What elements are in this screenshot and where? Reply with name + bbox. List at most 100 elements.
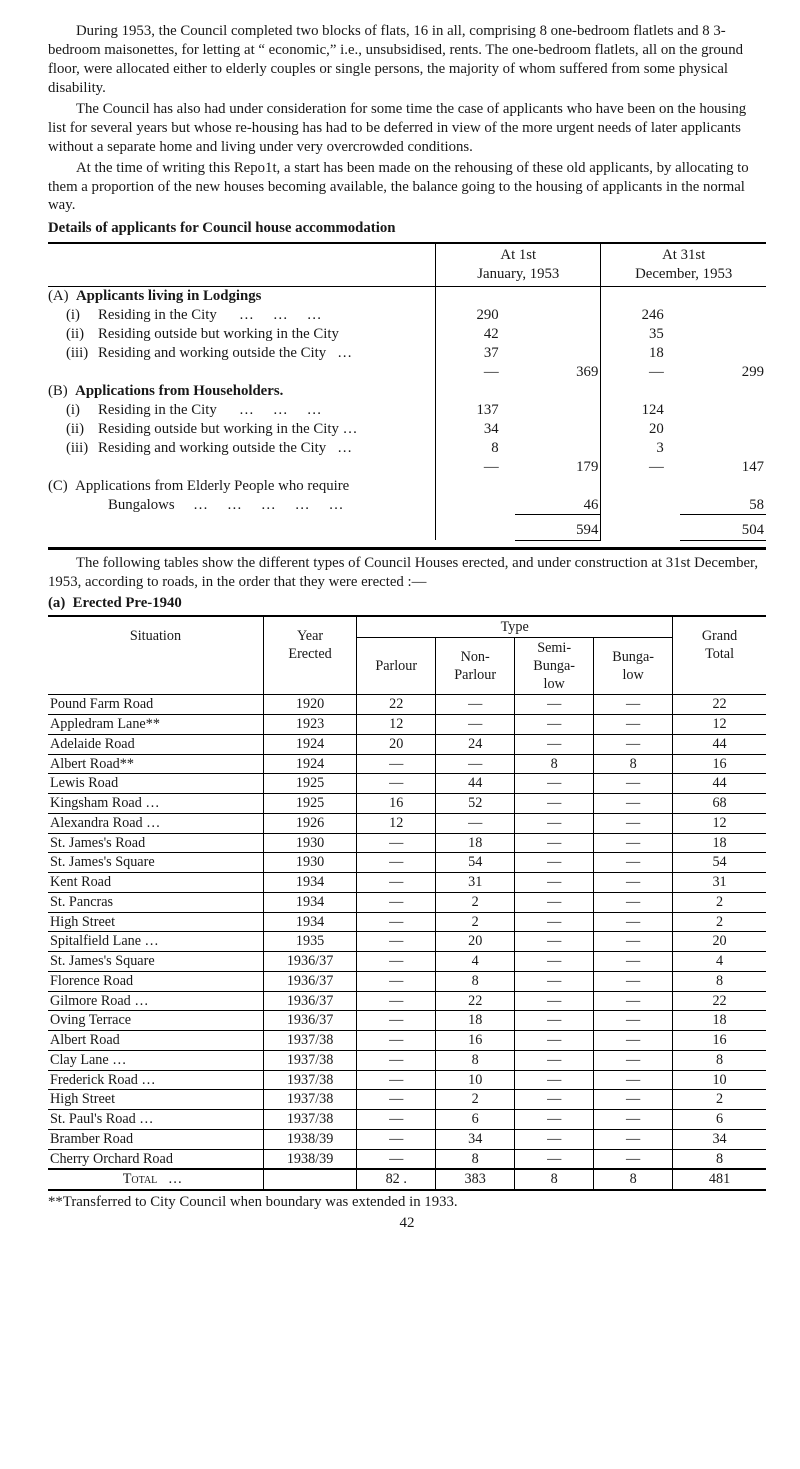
table-cell: — bbox=[594, 971, 673, 991]
t1-A-title: Applicants living in Lodgings bbox=[76, 288, 261, 304]
table-cell: — bbox=[357, 892, 436, 912]
table-cell: 8 bbox=[594, 754, 673, 774]
applicants-table: At 1st January, 1953 At 31st December, 1… bbox=[48, 242, 766, 541]
t1-head-right-1: At 31st bbox=[662, 247, 705, 263]
table-cell: — bbox=[515, 1129, 594, 1149]
table-cell: 1936/37 bbox=[263, 991, 356, 1011]
t1-total-v4: 504 bbox=[680, 521, 766, 540]
table-cell: 2 bbox=[436, 912, 515, 932]
ellipsis: … bbox=[343, 421, 360, 437]
table-cell: Kingsham Road … bbox=[48, 794, 263, 814]
t2-h-grand1: Grand bbox=[702, 628, 737, 644]
t1-C-v2: 46 bbox=[515, 496, 601, 515]
table-cell: — bbox=[515, 695, 594, 715]
table-cell: 1924 bbox=[263, 754, 356, 774]
table-cell: 1936/37 bbox=[263, 971, 356, 991]
table-cell: 54 bbox=[673, 853, 766, 873]
table-cell: — bbox=[436, 715, 515, 735]
footnote: **Transferred to City Council when bound… bbox=[48, 1193, 766, 1212]
table-cell: — bbox=[515, 971, 594, 991]
table-cell: 4 bbox=[436, 952, 515, 972]
table-cell: 44 bbox=[673, 734, 766, 754]
t1-B-iii-v1: 8 bbox=[436, 439, 515, 458]
intro-para-2: The Council has also had under considera… bbox=[48, 100, 766, 157]
table-cell: — bbox=[594, 833, 673, 853]
table-cell: — bbox=[594, 695, 673, 715]
t1-A-ii-text: Residing outside but working in the City bbox=[98, 326, 339, 342]
t2-h-np1: Non- bbox=[461, 649, 490, 665]
table-cell: — bbox=[594, 991, 673, 1011]
t2-total-sb: 8 bbox=[515, 1169, 594, 1190]
table-cell: 18 bbox=[436, 1011, 515, 1031]
table-cell: — bbox=[515, 892, 594, 912]
table-cell: — bbox=[594, 1149, 673, 1169]
table-cell: 16 bbox=[673, 1031, 766, 1051]
t1-B-iii-v3: 3 bbox=[601, 439, 680, 458]
table-cell: — bbox=[357, 932, 436, 952]
table-cell: — bbox=[515, 1110, 594, 1130]
dash: — bbox=[601, 363, 680, 382]
t2-h-np2: Parlour bbox=[454, 667, 496, 683]
table-cell: 8 bbox=[673, 971, 766, 991]
table-cell: 1937/38 bbox=[263, 1031, 356, 1051]
erected-table: Situation Year Erected Type Grand Total … bbox=[48, 615, 766, 1191]
t1-A-iii-v1: 37 bbox=[436, 344, 515, 363]
table-cell: 1934 bbox=[263, 873, 356, 893]
table-cell: Alexandra Road … bbox=[48, 813, 263, 833]
table-cell: — bbox=[357, 1011, 436, 1031]
t2-total-label: Total bbox=[123, 1171, 158, 1187]
t2-h-sb3: low bbox=[544, 676, 565, 692]
table-cell: 1936/37 bbox=[263, 952, 356, 972]
table-cell: — bbox=[357, 853, 436, 873]
ellipsis: … bbox=[337, 440, 354, 456]
table-cell: 12 bbox=[357, 715, 436, 735]
table-cell: — bbox=[357, 1110, 436, 1130]
t1-B-i-v3: 124 bbox=[601, 401, 680, 420]
table-cell: 12 bbox=[357, 813, 436, 833]
table-cell: — bbox=[515, 833, 594, 853]
table-cell: — bbox=[594, 912, 673, 932]
details-heading: Details of applicants for Council house … bbox=[48, 219, 766, 238]
table-cell: — bbox=[357, 873, 436, 893]
t2-h-sb2: Bunga- bbox=[533, 658, 575, 674]
table-cell: — bbox=[357, 1070, 436, 1090]
table-cell: 34 bbox=[673, 1129, 766, 1149]
t1-head-left-1: At 1st bbox=[500, 247, 536, 263]
t1-B-ii-label: (ii) bbox=[66, 420, 98, 439]
table-cell: — bbox=[357, 833, 436, 853]
table-cell: — bbox=[515, 1090, 594, 1110]
table-cell: 22 bbox=[436, 991, 515, 1011]
t1-C-title: Applications from Elderly People who req… bbox=[75, 478, 349, 494]
t2-h-type: Type bbox=[357, 616, 673, 638]
t2-total-b: 8 bbox=[594, 1169, 673, 1190]
table-cell: 4 bbox=[673, 952, 766, 972]
table-cell: — bbox=[594, 1011, 673, 1031]
table-cell: — bbox=[594, 952, 673, 972]
t1-C-letter: (C) bbox=[48, 478, 68, 494]
ellipsis: … … … bbox=[239, 402, 324, 418]
table-cell: 2 bbox=[673, 892, 766, 912]
t1-C-v4: 58 bbox=[680, 496, 766, 515]
table-cell: 1926 bbox=[263, 813, 356, 833]
table-cell: St. James's Square bbox=[48, 952, 263, 972]
table-cell: — bbox=[357, 1149, 436, 1169]
table-cell: 1934 bbox=[263, 912, 356, 932]
table-cell: 52 bbox=[436, 794, 515, 814]
table-cell: 20 bbox=[436, 932, 515, 952]
t1-B-letter: (B) bbox=[48, 383, 68, 399]
t1-B-sub-v4: 147 bbox=[680, 458, 766, 477]
ellipsis: … … … bbox=[239, 307, 324, 323]
table-cell: 16 bbox=[357, 794, 436, 814]
dash: — bbox=[436, 458, 515, 477]
table-cell: — bbox=[594, 932, 673, 952]
table-cell: — bbox=[357, 991, 436, 1011]
table-cell: 12 bbox=[673, 813, 766, 833]
table-cell: — bbox=[357, 1050, 436, 1070]
ellipsis: … bbox=[337, 345, 354, 361]
table-cell: 16 bbox=[673, 754, 766, 774]
table-cell: 1925 bbox=[263, 774, 356, 794]
table-cell: Lewis Road bbox=[48, 774, 263, 794]
table-cell: — bbox=[594, 715, 673, 735]
table-cell: — bbox=[594, 1050, 673, 1070]
t1-B-ii-v3: 20 bbox=[601, 420, 680, 439]
